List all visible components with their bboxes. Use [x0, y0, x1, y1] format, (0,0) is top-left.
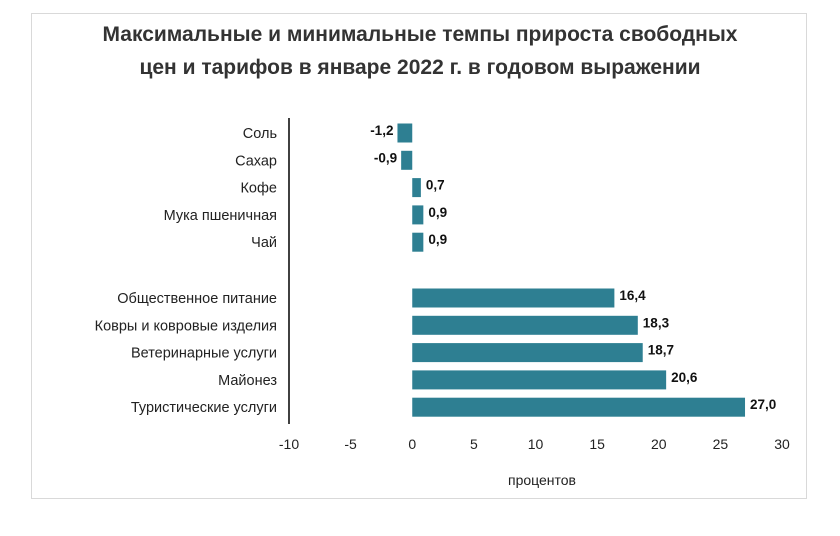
data-label: -0,9 — [374, 150, 397, 165]
x-tick-label: -10 — [279, 436, 299, 452]
x-tick-label: 0 — [408, 436, 416, 452]
x-tick-label: 5 — [470, 436, 478, 452]
category-label: Майонез — [218, 373, 277, 389]
category-label: Ветеринарные услуги — [131, 346, 277, 362]
bar — [412, 178, 421, 198]
bar — [412, 205, 424, 225]
category-label: Ковры и ковровые изделия — [95, 318, 277, 334]
bar — [412, 232, 424, 252]
x-tick-label: 30 — [774, 436, 790, 452]
x-tick-label: 15 — [589, 436, 605, 452]
category-label: Кофе — [240, 181, 277, 197]
data-label: 0,9 — [428, 232, 447, 247]
data-label: 27,0 — [750, 397, 776, 412]
x-tick-label: 25 — [713, 436, 729, 452]
chart-card — [31, 13, 807, 499]
chart-title-line-1: Максимальные и минимальные темпы прирост… — [102, 23, 738, 46]
bar — [412, 288, 615, 308]
bar — [412, 370, 667, 390]
data-label: 18,3 — [643, 315, 670, 330]
category-label: Мука пшеничная — [164, 208, 277, 224]
x-tick-label: 10 — [528, 436, 544, 452]
category-label: Соль — [243, 126, 277, 142]
category-label: Сахар — [235, 153, 277, 169]
bar — [401, 150, 413, 170]
bar — [412, 315, 638, 335]
category-label: Чай — [251, 235, 277, 251]
category-label: Туристические услуги — [131, 400, 277, 416]
bar — [412, 397, 746, 417]
chart-title: Максимальные и минимальные темпы прирост… — [0, 18, 840, 84]
x-tick-label: 20 — [651, 436, 667, 452]
bar — [397, 123, 413, 143]
x-tick-label: -5 — [344, 436, 357, 452]
x-axis-label: процентов — [508, 472, 576, 488]
data-label: 20,6 — [671, 370, 698, 385]
data-label: 18,7 — [648, 343, 674, 358]
data-label: 0,9 — [428, 205, 447, 220]
bar — [412, 343, 643, 363]
category-label: Общественное питание — [117, 291, 277, 307]
data-label: 16,4 — [619, 288, 646, 303]
chart-title-line-2: цен и тарифов в январе 2022 г. в годовом… — [139, 56, 701, 79]
data-label: 0,7 — [426, 178, 445, 193]
data-label: -1,2 — [370, 123, 393, 138]
